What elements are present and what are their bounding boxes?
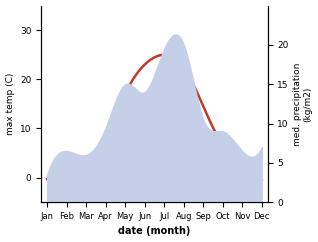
X-axis label: date (month): date (month) [118, 227, 191, 236]
Y-axis label: med. precipitation
(kg/m2): med. precipitation (kg/m2) [293, 62, 313, 145]
Y-axis label: max temp (C): max temp (C) [5, 73, 15, 135]
